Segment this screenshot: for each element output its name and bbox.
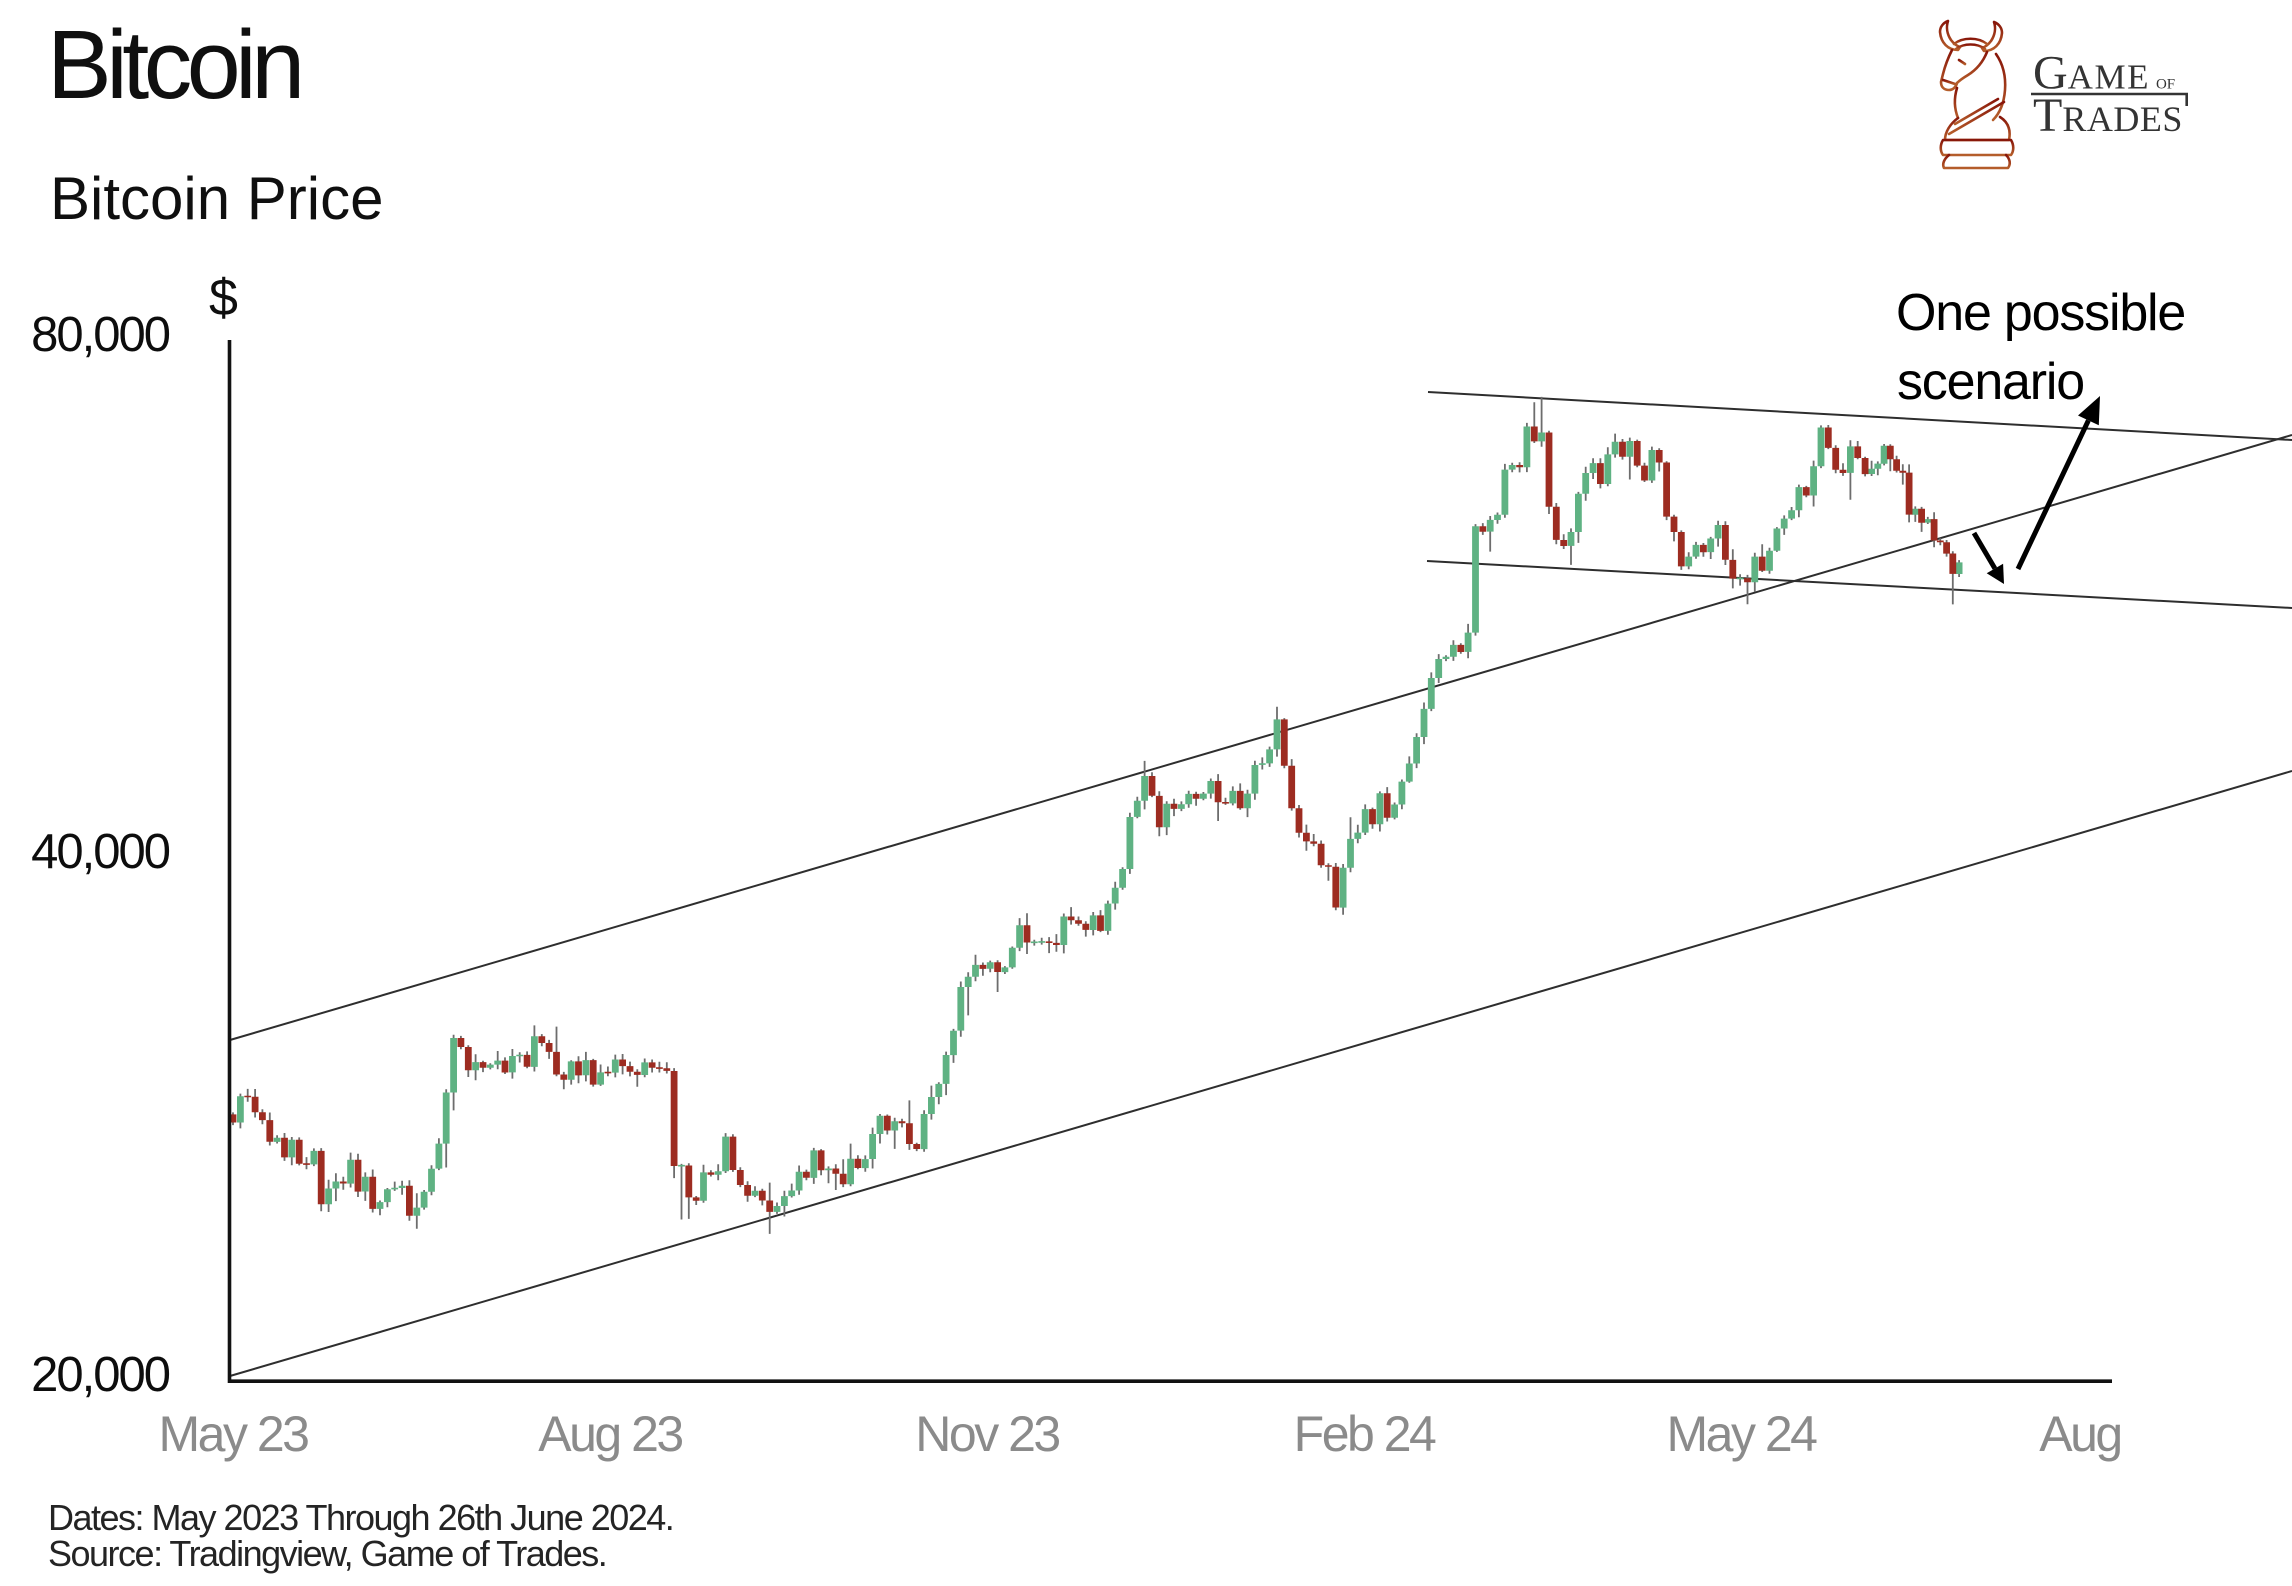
svg-text:40,000: 40,000 xyxy=(31,825,170,879)
svg-text:One possible: One possible xyxy=(1896,284,2185,342)
svg-text:80,000: 80,000 xyxy=(31,308,170,362)
svg-text:Source: Tradingview, Game of T: Source: Tradingview, Game of Trades. xyxy=(48,1533,606,1574)
svg-text:20,000: 20,000 xyxy=(31,1348,170,1402)
svg-text:May 23: May 23 xyxy=(159,1406,309,1462)
svg-text:$: $ xyxy=(209,269,238,327)
svg-text:scenario: scenario xyxy=(1897,353,2084,411)
svg-text:Bitcoin Price: Bitcoin Price xyxy=(50,165,383,232)
svg-text:May 24: May 24 xyxy=(1667,1406,1818,1462)
svg-text:Bitcoin: Bitcoin xyxy=(47,10,300,119)
svg-text:Aug 23: Aug 23 xyxy=(538,1406,682,1462)
svg-text:Aug: Aug xyxy=(2039,1406,2120,1462)
svg-text:Dates: May 2023 Through 26th J: Dates: May 2023 Through 26th June 2024. xyxy=(48,1497,673,1538)
svg-text:Feb 24: Feb 24 xyxy=(1294,1406,1436,1462)
svg-text:Nov 23: Nov 23 xyxy=(915,1406,1059,1462)
